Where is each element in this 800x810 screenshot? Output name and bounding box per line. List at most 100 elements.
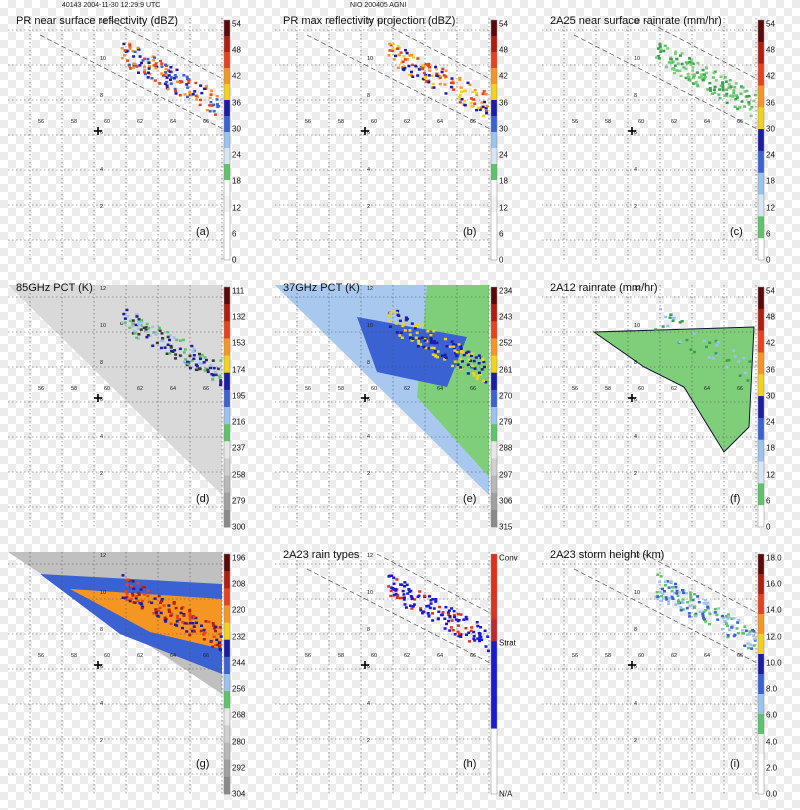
- rain-pixel: [159, 59, 162, 63]
- rain-pixel: [714, 339, 718, 343]
- rain-pixel: [128, 67, 132, 70]
- rain-pixel: [673, 64, 677, 67]
- rain-pixel: [740, 629, 744, 632]
- rain-pixel: [218, 374, 222, 378]
- lat-tick-label: 8: [100, 93, 103, 99]
- colorbar-tick-label: 0: [499, 255, 504, 265]
- rain-pixel: [195, 621, 198, 625]
- lat-tick-label: 10: [634, 323, 640, 329]
- lat-tick-label: 10: [367, 323, 373, 329]
- rain-pixel: [671, 597, 675, 600]
- rain-pixel: [125, 308, 129, 312]
- rain-pixel: [174, 89, 177, 93]
- colorbar-swatch: [758, 41, 764, 64]
- rain-pixel: [131, 50, 135, 53]
- rain-pixel: [400, 336, 404, 339]
- rain-pixel: [467, 358, 471, 361]
- rain-pixel: [736, 107, 740, 111]
- rain-pixel: [711, 357, 715, 360]
- rain-pixel: [674, 50, 678, 53]
- rain-pixel: [132, 601, 136, 604]
- rain-pixel: [672, 316, 676, 320]
- rain-pixel: [732, 634, 736, 638]
- colorbar-tick-label: 24: [766, 150, 775, 160]
- lon-tick-label: 56: [305, 119, 311, 125]
- rain-pixel: [138, 323, 141, 327]
- rain-pixel: [211, 645, 214, 649]
- lon-tick-label: 60: [638, 386, 644, 392]
- rain-pixel: [674, 603, 678, 606]
- rain-pixel: [192, 617, 195, 620]
- lon-tick-label: 60: [638, 119, 644, 125]
- lon-tick-label: 66: [470, 386, 476, 392]
- rain-pixel: [747, 103, 751, 106]
- rain-pixel: [671, 60, 675, 64]
- lat-tick-label: 6: [634, 664, 637, 670]
- rain-pixel: [727, 83, 731, 86]
- colorbar-tick-label: 0: [766, 522, 771, 532]
- lon-tick-label: 58: [605, 386, 611, 392]
- rain-pixel: [395, 331, 399, 334]
- rain-pixel: [145, 322, 149, 326]
- rain-pixel: [705, 67, 708, 70]
- rain-pixel: [395, 47, 399, 50]
- lat-tick-label: 8: [634, 93, 637, 99]
- colorbar-swatch: [224, 691, 230, 709]
- rain-pixel: [684, 67, 688, 71]
- rain-pixel: [388, 325, 392, 328]
- rain-pixel: [458, 93, 462, 97]
- rain-pixel: [735, 94, 739, 97]
- colorbar-swatch: [224, 304, 230, 322]
- colorbar-tick-label: 132: [232, 312, 246, 322]
- rain-pixel: [477, 362, 481, 365]
- rain-pixel: [480, 368, 484, 371]
- rain-pixel: [205, 108, 209, 112]
- rain-pixel: [188, 91, 192, 94]
- colorbar-swatch: [758, 754, 764, 775]
- rain-pixel: [215, 638, 219, 642]
- swath-edge: [376, 19, 493, 81]
- rain-pixel: [186, 86, 190, 89]
- rain-core: [357, 317, 467, 387]
- rain-pixel: [713, 611, 717, 614]
- colorbar-swatch: [224, 84, 230, 101]
- rain-pixel: [421, 77, 425, 81]
- rain-pixel: [752, 99, 756, 103]
- colorbar-ticks: 54 48 42 36 30 24 18 12 6 0: [766, 283, 800, 533]
- rain-pixel: [481, 92, 485, 96]
- rain-pixel: [471, 364, 475, 368]
- colorbar-swatch: [491, 424, 497, 442]
- rain-pixel: [459, 347, 463, 350]
- rain-pixel: [396, 66, 400, 70]
- colorbar-swatch: [758, 107, 764, 130]
- rain-pixel: [431, 619, 435, 622]
- rain-pixel: [152, 612, 156, 615]
- rain-pixel: [397, 314, 401, 317]
- rain-pixel: [437, 610, 441, 613]
- swath-edge: [643, 553, 760, 615]
- colorbar-swatch: [491, 321, 497, 339]
- rain-pixel: [164, 63, 167, 67]
- rain-pixel: [170, 76, 174, 79]
- rain-pixel: [133, 50, 137, 54]
- rain-pixel: [451, 364, 454, 368]
- rain-pixel: [702, 617, 706, 620]
- rain-pixel: [198, 355, 202, 359]
- rain-pixel: [391, 42, 395, 46]
- colorbar-tick-label: 54: [766, 286, 775, 296]
- rain-pixel: [752, 644, 756, 647]
- rain-pixel: [183, 360, 187, 363]
- colorbar-tick-label: 42: [766, 71, 775, 81]
- rain-pixel: [462, 351, 466, 354]
- rain-pixel: [676, 594, 680, 597]
- rain-pixel: [459, 344, 462, 348]
- rain-pixel: [218, 647, 222, 651]
- rain-pixel: [735, 627, 739, 630]
- rain-pixel: [211, 359, 215, 362]
- rain-pixel: [662, 597, 666, 600]
- rain-pixel: [168, 338, 171, 342]
- rain-pixel: [480, 101, 484, 104]
- lat-tick-label: 10: [634, 56, 640, 62]
- swath-edge: [643, 19, 760, 81]
